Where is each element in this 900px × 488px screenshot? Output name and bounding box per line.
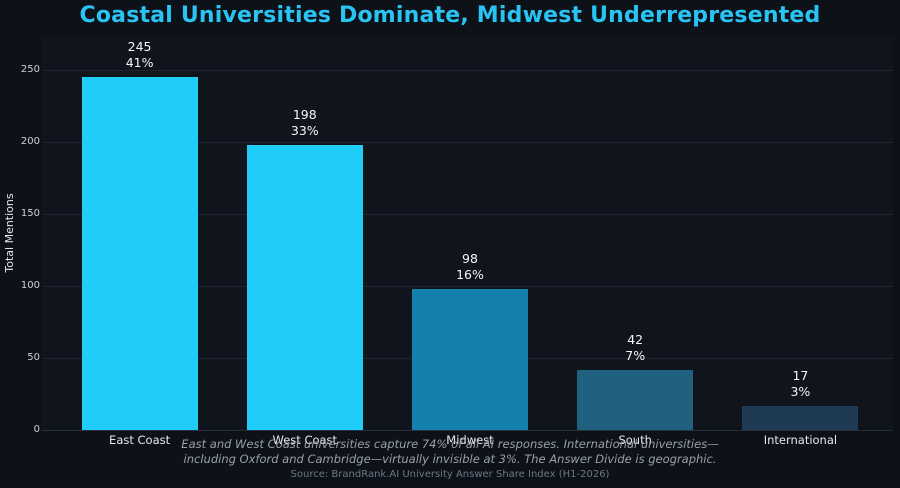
bar-international bbox=[742, 405, 859, 430]
bar-value-label-east-coast: 245 41% bbox=[125, 39, 154, 71]
x-tick-label-west-coast: West Coast bbox=[272, 433, 338, 447]
y-tick-label-50: 50 bbox=[27, 352, 40, 363]
chart-title: Coastal Universities Dominate, Midwest U… bbox=[79, 3, 821, 28]
gridline-100 bbox=[42, 286, 893, 287]
y-tick-label-150: 150 bbox=[20, 208, 40, 219]
bar-midwest bbox=[412, 288, 528, 430]
y-tick-label-250: 250 bbox=[20, 64, 40, 75]
y-tick-label-0: 0 bbox=[33, 424, 40, 435]
x-tick-label-east-coast: East Coast bbox=[109, 433, 171, 447]
y-tick-label-100: 100 bbox=[20, 280, 40, 291]
x-tick-label-south: South bbox=[618, 433, 652, 447]
y-axis-title: Total Mentions bbox=[3, 193, 16, 273]
bar-value-label-international: 17 3% bbox=[790, 367, 811, 399]
gridline-150 bbox=[42, 214, 893, 215]
gridline-200 bbox=[42, 142, 893, 143]
x-tick-label-international: International bbox=[763, 433, 838, 447]
bar-value-label-midwest: 98 16% bbox=[456, 250, 484, 282]
y-tick-label-200: 200 bbox=[20, 136, 40, 147]
x-tick-label-midwest: Midwest bbox=[446, 433, 494, 447]
bar-value-label-south: 42 7% bbox=[625, 331, 646, 363]
source-attribution: Source: BrandRank.AI University Answer S… bbox=[290, 469, 610, 480]
bar-value-label-west-coast: 198 33% bbox=[290, 106, 319, 138]
annotation-line-1: East and West Coast universities capture… bbox=[181, 437, 719, 451]
bar-south bbox=[577, 369, 694, 430]
gridline-0 bbox=[42, 430, 893, 431]
bar-east-coast bbox=[81, 77, 198, 430]
gridline-250 bbox=[42, 70, 893, 71]
bar-west-coast bbox=[246, 144, 363, 430]
annotation-line-2: including Oxford and Cambridge—virtually… bbox=[183, 452, 717, 466]
